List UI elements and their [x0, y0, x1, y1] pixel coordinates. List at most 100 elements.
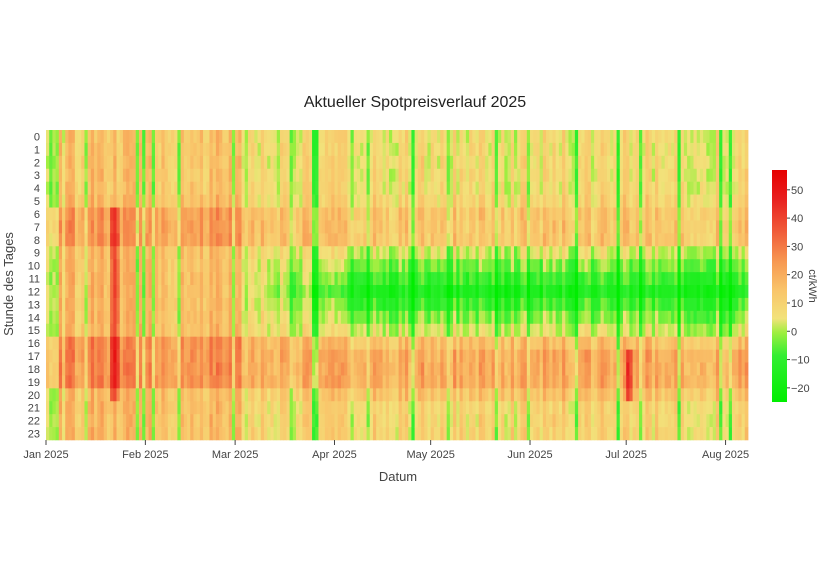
- heatmap-cell: [215, 401, 220, 415]
- heatmap-cell: [497, 362, 502, 376]
- heatmap-cell: [597, 285, 601, 299]
- heatmap-cell: [683, 414, 688, 428]
- heatmap-cell: [449, 130, 454, 144]
- heatmap-cell: [344, 323, 348, 337]
- heatmap-cell: [571, 220, 576, 234]
- heatmap-cell: [456, 388, 460, 402]
- heatmap-cell: [372, 233, 377, 247]
- heatmap-cell: [655, 168, 659, 182]
- heatmap-cell: [443, 401, 448, 415]
- heatmap-cell: [437, 168, 441, 182]
- heatmap-cell: [424, 207, 428, 221]
- heatmap-cell: [709, 323, 714, 337]
- heatmap-cell: [369, 375, 374, 389]
- heatmap-cell: [132, 401, 137, 415]
- heatmap-cell: [286, 310, 291, 325]
- heatmap-cell: [424, 323, 428, 337]
- heatmap-cell: [388, 130, 393, 144]
- heatmap-cell: [122, 272, 127, 286]
- heatmap-cell: [132, 233, 137, 247]
- heatmap-cell: [71, 427, 76, 441]
- heatmap-cell: [485, 130, 489, 144]
- heatmap-cell: [558, 388, 563, 402]
- heatmap-cell: [658, 233, 662, 247]
- heatmap-cell: [87, 349, 92, 363]
- heatmap-cell: [356, 220, 361, 234]
- heatmap-cell: [65, 168, 69, 182]
- heatmap-cell: [363, 168, 367, 182]
- heatmap-cell: [273, 194, 278, 208]
- heatmap-cell: [110, 362, 114, 376]
- heatmap-cell: [199, 220, 204, 234]
- heatmap-cell: [376, 142, 380, 157]
- heatmap-cell: [116, 155, 121, 170]
- heatmap-cell: [318, 259, 323, 273]
- heatmap-cell: [424, 181, 428, 195]
- heatmap-cell: [574, 142, 579, 157]
- heatmap-cell: [699, 414, 704, 428]
- heatmap-cell: [97, 427, 101, 441]
- heatmap-cell: [462, 323, 467, 337]
- heatmap-cell: [154, 155, 159, 170]
- heatmap-cell: [494, 194, 499, 208]
- heatmap-cell: [110, 259, 114, 273]
- heatmap-cell: [475, 155, 480, 170]
- heatmap-cell: [299, 427, 303, 441]
- heatmap-cell: [113, 194, 117, 208]
- heatmap-cell: [683, 194, 688, 208]
- heatmap-cell: [687, 155, 691, 170]
- heatmap-cell: [478, 375, 483, 389]
- heatmap-cell: [635, 297, 640, 312]
- heatmap-cell: [549, 414, 553, 428]
- heatmap-cell: [613, 375, 617, 389]
- heatmap-cell: [568, 401, 573, 415]
- heatmap-cell: [622, 142, 627, 157]
- heatmap-cell: [392, 142, 396, 157]
- heatmap-cell: [696, 414, 701, 428]
- heatmap-cell: [260, 194, 265, 208]
- heatmap-cell: [664, 401, 669, 415]
- heatmap-cell: [517, 168, 521, 182]
- heatmap-cell: [485, 349, 489, 363]
- heatmap-cell: [674, 181, 678, 195]
- heatmap-cell: [526, 323, 531, 337]
- heatmap-cell: [504, 336, 508, 350]
- heatmap-cell: [385, 362, 390, 376]
- heatmap-cell: [231, 130, 236, 144]
- heatmap-cell: [622, 310, 627, 325]
- heatmap-cell: [648, 427, 653, 441]
- heatmap-cell: [639, 168, 643, 182]
- heatmap-cell: [183, 155, 188, 170]
- heatmap-cell: [273, 414, 278, 428]
- heatmap-cell: [565, 414, 569, 428]
- heatmap-cell: [340, 155, 345, 170]
- heatmap-cell: [187, 130, 191, 144]
- heatmap-cell: [536, 349, 541, 363]
- heatmap-cell: [709, 285, 714, 299]
- heatmap-cell: [65, 362, 69, 376]
- heatmap-cell: [440, 130, 444, 144]
- heatmap-cell: [142, 246, 146, 260]
- heatmap-cell: [209, 155, 214, 170]
- heatmap-cell: [597, 362, 601, 376]
- heatmap-cell: [385, 168, 390, 182]
- heatmap-cell: [706, 207, 710, 221]
- heatmap-cell: [324, 142, 329, 157]
- heatmap-cell: [587, 181, 592, 195]
- heatmap-cell: [655, 246, 659, 260]
- heatmap-cell: [616, 246, 621, 260]
- heatmap-cell: [366, 401, 371, 415]
- heatmap-cell: [661, 207, 666, 221]
- heatmap-cell: [421, 194, 425, 208]
- heatmap-cell: [225, 246, 230, 260]
- heatmap-cell: [395, 336, 400, 350]
- heatmap-cell: [68, 297, 73, 312]
- heatmap-cell: [228, 220, 233, 234]
- heatmap-cell: [472, 285, 476, 299]
- heatmap-cell: [337, 375, 342, 389]
- heatmap-cell: [514, 168, 518, 182]
- heatmap-cell: [578, 414, 582, 428]
- heatmap-cell: [699, 168, 704, 182]
- heatmap-cell: [603, 323, 608, 337]
- heatmap-cell: [645, 181, 650, 195]
